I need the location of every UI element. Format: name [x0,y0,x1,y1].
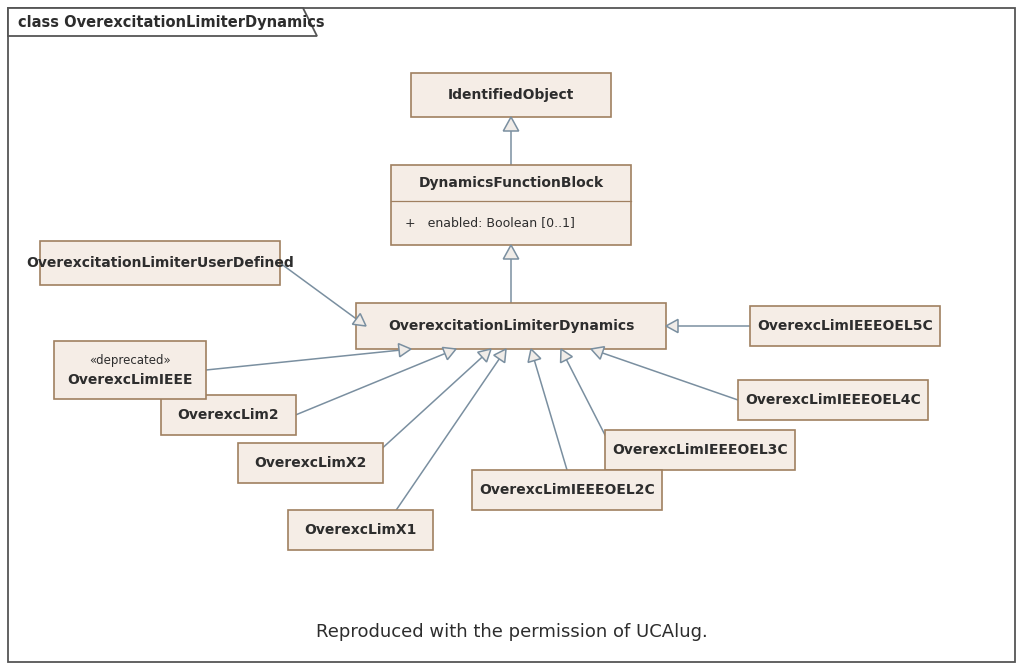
Bar [356,303,666,349]
Bar [40,241,280,285]
Text: OverexcLimIEEEOEL3C: OverexcLimIEEEOEL3C [612,443,788,457]
Bar [287,510,433,550]
Text: OverexcLimIEEEOEL2C: OverexcLimIEEEOEL2C [479,483,655,497]
Text: DynamicsFunctionBlock: DynamicsFunctionBlock [418,176,604,190]
Text: OverexcitationLimiterUserDefined: OverexcitationLimiterUserDefined [27,256,294,270]
Bar [54,341,206,399]
Polygon shape [478,349,491,362]
Text: OverexcLimX2: OverexcLimX2 [254,456,366,470]
Text: OverexcLimIEEEOEL5C: OverexcLimIEEEOEL5C [757,319,933,333]
Polygon shape [528,349,541,362]
Bar [472,470,662,510]
Text: OverexcLimIEEE: OverexcLimIEEE [68,373,192,387]
Bar [237,443,383,483]
Polygon shape [666,320,678,332]
Bar [750,306,940,346]
Bar [161,395,296,435]
Text: IdentifiedObject: IdentifiedObject [448,88,574,102]
Polygon shape [398,344,411,357]
Polygon shape [591,346,605,359]
Text: OverexcLim2: OverexcLim2 [177,408,279,422]
Bar [605,430,795,470]
Polygon shape [503,117,519,131]
Text: class OverexcitationLimiterDynamics: class OverexcitationLimiterDynamics [18,15,324,29]
Text: OverexcitationLimiterDynamics: OverexcitationLimiterDynamics [388,319,634,333]
Text: OverexcLimIEEEOEL4C: OverexcLimIEEEOEL4C [745,393,921,407]
Bar [391,165,631,245]
Text: OverexcLimX1: OverexcLimX1 [304,523,416,537]
Polygon shape [352,314,366,326]
Bar [738,380,928,420]
Polygon shape [494,349,506,362]
Text: «deprecated»: «deprecated» [89,354,171,367]
Polygon shape [442,348,456,360]
Polygon shape [561,349,572,362]
Text: Reproduced with the permission of UCAlug.: Reproduced with the permission of UCAlug… [316,623,707,641]
Text: +   enabled: Boolean [0..1]: + enabled: Boolean [0..1] [405,216,575,230]
Polygon shape [503,245,519,259]
Bar [411,73,611,117]
Polygon shape [8,8,317,36]
